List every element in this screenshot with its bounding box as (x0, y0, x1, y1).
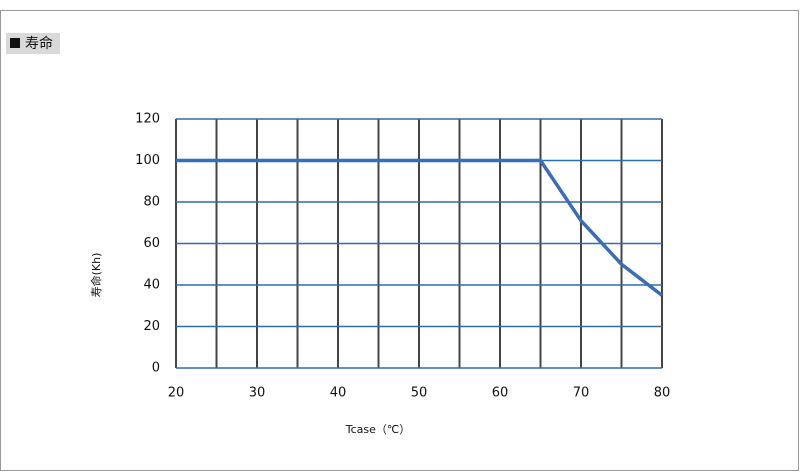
y-tick-label: 40 (143, 278, 160, 293)
x-tick-label: 30 (249, 386, 266, 401)
y-axis-label: 寿命(Kh) (89, 253, 103, 298)
x-tick-label: 80 (654, 386, 671, 401)
x-tick-label: 20 (168, 386, 185, 401)
data-line (176, 158, 664, 297)
x-axis-label: Tcase（℃） (345, 423, 411, 436)
y-tick-label: 60 (143, 236, 160, 251)
x-tick-label: 70 (573, 386, 590, 401)
y-tick-label: 120 (135, 112, 160, 127)
x-tick-label: 50 (411, 386, 428, 401)
x-tick-label: 40 (330, 386, 347, 401)
chart-title: 寿命 (25, 35, 53, 52)
y-tick-label: 0 (152, 361, 160, 376)
y-tick-label: 100 (135, 153, 160, 168)
y-tick-label: 80 (143, 195, 160, 210)
y-tick-label: 20 (143, 319, 160, 334)
x-tick-label: 60 (492, 386, 509, 401)
title-icon (10, 38, 20, 48)
frame (0, 10, 799, 471)
